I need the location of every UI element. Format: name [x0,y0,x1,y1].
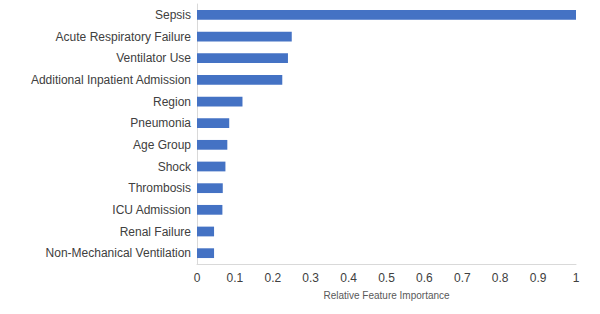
svg-text:0.9: 0.9 [530,271,547,285]
svg-text:Shock: Shock [158,160,192,174]
svg-text:Pneumonia: Pneumonia [130,116,191,130]
svg-text:Age Group: Age Group [133,138,191,152]
svg-text:0.5: 0.5 [378,271,395,285]
svg-text:ICU Admission: ICU Admission [112,203,191,217]
svg-text:Relative Feature Importance: Relative Feature Importance [323,290,450,301]
svg-text:Region: Region [153,95,191,109]
svg-text:Ventilator Use: Ventilator Use [116,51,191,65]
svg-text:Thrombosis: Thrombosis [128,181,191,195]
svg-text:0.6: 0.6 [416,271,433,285]
svg-text:Additional Inpatient Admission: Additional Inpatient Admission [31,73,191,87]
svg-text:0.1: 0.1 [227,271,244,285]
svg-text:Renal Failure: Renal Failure [120,225,192,239]
svg-text:0.8: 0.8 [492,271,509,285]
svg-text:0.4: 0.4 [340,271,357,285]
svg-text:0.2: 0.2 [264,271,281,285]
svg-text:0.7: 0.7 [454,271,471,285]
svg-text:1: 1 [573,271,580,285]
svg-text:Sepsis: Sepsis [155,8,191,22]
svg-text:0.3: 0.3 [302,271,319,285]
svg-text:0: 0 [194,271,201,285]
svg-text:Acute Respiratory Failure: Acute Respiratory Failure [56,30,192,44]
svg-text:Non-Mechanical Ventilation: Non-Mechanical Ventilation [46,246,191,260]
